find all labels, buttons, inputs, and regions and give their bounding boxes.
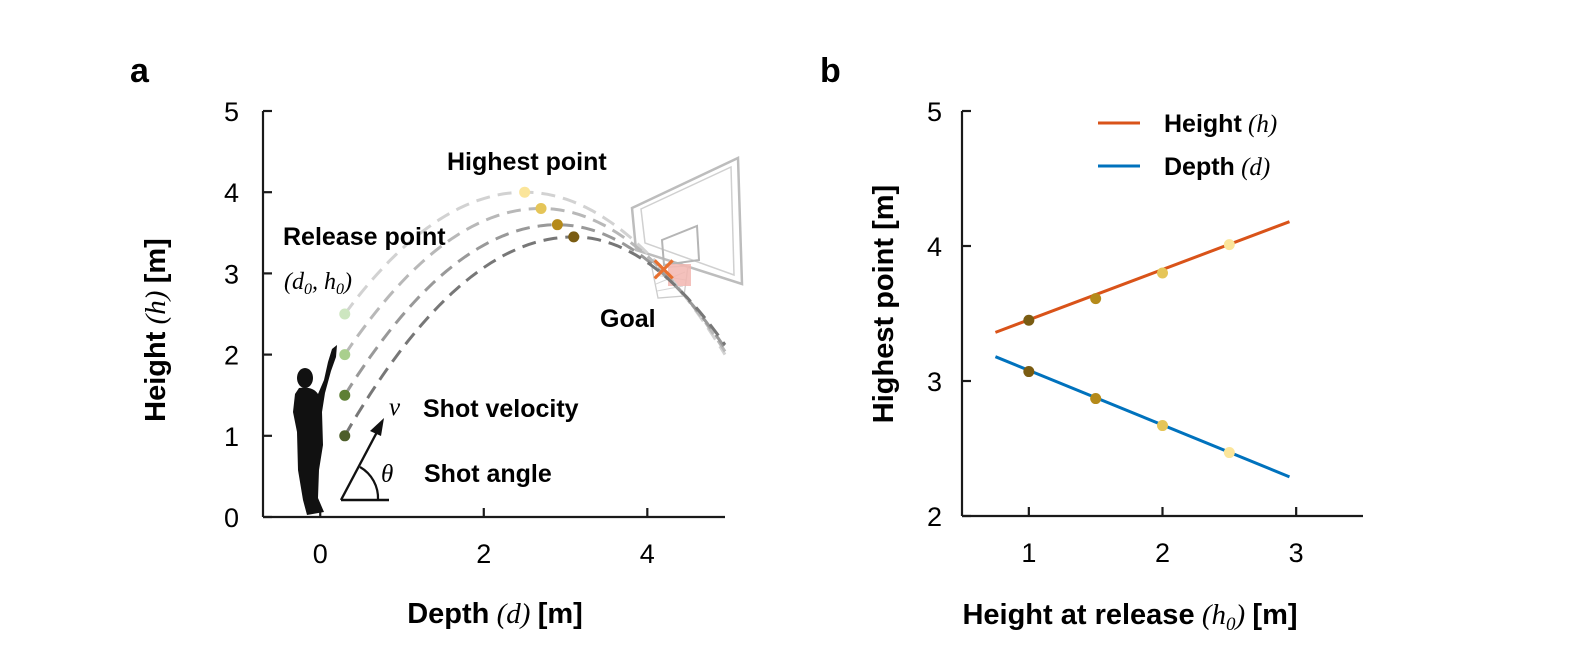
release-point-marker bbox=[339, 349, 351, 361]
highest-point-marker bbox=[535, 202, 547, 214]
goal-label: Goal bbox=[600, 305, 656, 333]
velocity-arrow-icon bbox=[339, 418, 389, 502]
legend-entry-depth: Depth (d) bbox=[1164, 153, 1270, 181]
highest-point-marker bbox=[519, 186, 531, 198]
trajectory-line bbox=[343, 235, 727, 437]
data-point bbox=[1090, 393, 1102, 405]
panel-b-x-tick-label: 3 bbox=[1289, 538, 1304, 568]
player-silhouette-icon bbox=[293, 345, 337, 515]
data-point bbox=[1023, 366, 1035, 378]
panel-a-y-tick-label: 1 bbox=[224, 422, 239, 452]
panel-b-y-ticks: 2 3 4 5 bbox=[927, 97, 971, 532]
panel-a-y-tick-label: 2 bbox=[224, 341, 239, 371]
panel-b-y-tick-label: 5 bbox=[927, 97, 942, 127]
panel-b: b 2 3 4 5 1 2 3 Height (h) Depth (d) Height a… bbox=[820, 52, 1363, 635]
panel-b-x-tick-label: 2 bbox=[1155, 538, 1170, 568]
panel-a-y-tick-label: 4 bbox=[224, 178, 239, 208]
data-point bbox=[1157, 267, 1168, 279]
panel-b-x-ticks: 1 2 3 bbox=[1021, 507, 1304, 568]
highest-point-marker bbox=[568, 231, 580, 243]
panel-b-y-axis-title: Highest point [m] bbox=[868, 185, 900, 423]
panel-a-x-tick-label: 4 bbox=[640, 539, 655, 569]
data-point bbox=[1223, 239, 1235, 251]
release-point-label: Release point bbox=[283, 223, 446, 251]
release-point-marker bbox=[339, 389, 351, 401]
shot-velocity-label: Shot velocity bbox=[423, 395, 579, 423]
panel-b-x-axis-title: Height at release (h0) [m] bbox=[962, 599, 1297, 635]
panel-a-y-tick-label: 3 bbox=[224, 259, 239, 289]
panel-b-y-tick-label: 3 bbox=[927, 367, 942, 397]
angle-symbol: θ bbox=[381, 461, 393, 488]
panel-b-lines bbox=[994, 220, 1291, 479]
data-point bbox=[1157, 420, 1168, 432]
trajectory-line bbox=[343, 206, 727, 356]
panel-b-legend: Height (h) Depth (d) bbox=[1098, 110, 1277, 181]
data-point bbox=[1223, 447, 1235, 459]
panel-a-y-tick-label: 0 bbox=[224, 503, 239, 533]
series-line-depth bbox=[994, 355, 1291, 479]
panel-a-x-tick-label: 0 bbox=[313, 539, 328, 569]
panel-a-letter: a bbox=[130, 52, 150, 90]
panel-a-y-axis-title: Height (h) [m] bbox=[140, 238, 172, 422]
panel-a-x-axis-title: Depth (d) [m] bbox=[407, 598, 583, 630]
series-line-height bbox=[994, 220, 1291, 334]
panel-a-y-ticks: 0 1 2 3 4 5 bbox=[224, 97, 272, 533]
release-point-marker bbox=[339, 430, 351, 442]
panel-b-y-tick-label: 4 bbox=[927, 232, 942, 262]
goal-marker-icon bbox=[653, 259, 674, 280]
panel-a: a 0 1 2 3 4 5 0 2 4 bbox=[130, 52, 744, 630]
panel-a-y-tick-label: 5 bbox=[224, 97, 239, 127]
highest-point-marker bbox=[551, 219, 563, 231]
legend-entry-height: Height (h) bbox=[1164, 110, 1277, 138]
release-point-marker bbox=[339, 308, 351, 320]
data-point bbox=[1023, 314, 1035, 326]
panel-b-letter: b bbox=[820, 52, 841, 90]
shot-angle-label: Shot angle bbox=[424, 460, 552, 488]
panel-b-y-tick-label: 2 bbox=[927, 502, 942, 532]
velocity-symbol: v bbox=[389, 394, 401, 421]
release-coordinate-label: (d0, h0) bbox=[284, 269, 352, 298]
panel-a-x-tick-label: 2 bbox=[476, 539, 491, 569]
panel-b-points bbox=[1023, 239, 1235, 459]
basketball-hoop-icon bbox=[630, 156, 744, 299]
data-point bbox=[1090, 293, 1102, 305]
panel-b-x-tick-label: 1 bbox=[1021, 538, 1036, 568]
highest-point-label: Highest point bbox=[447, 148, 607, 176]
